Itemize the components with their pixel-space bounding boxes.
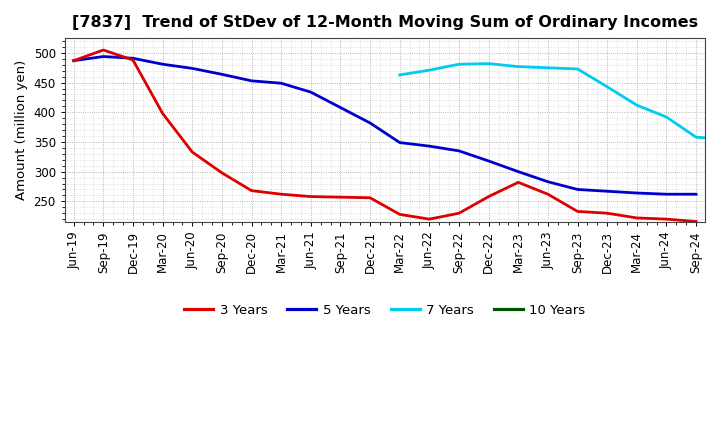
Legend: 3 Years, 5 Years, 7 Years, 10 Years: 3 Years, 5 Years, 7 Years, 10 Years [179, 299, 591, 322]
Y-axis label: Amount (million yen): Amount (million yen) [15, 60, 28, 200]
Title: [7837]  Trend of StDev of 12-Month Moving Sum of Ordinary Incomes: [7837] Trend of StDev of 12-Month Moving… [72, 15, 698, 30]
